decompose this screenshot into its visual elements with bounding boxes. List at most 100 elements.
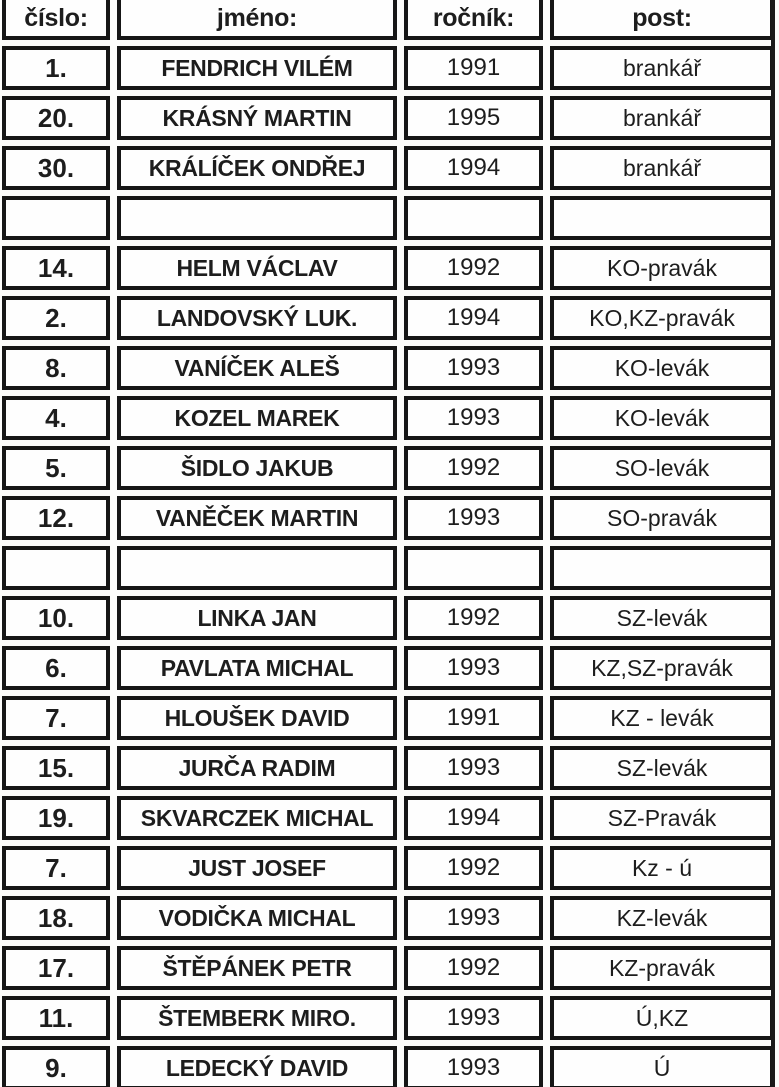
table-row <box>2 196 774 240</box>
cell-rocnik <box>404 546 543 590</box>
cell-cislo: 19. <box>2 796 110 840</box>
cell-jmeno: JUST JOSEF <box>117 846 397 890</box>
cell-rocnik: 1993 <box>404 746 543 790</box>
cell-jmeno: VANÍČEK ALEŠ <box>117 346 397 390</box>
cell-cislo: 12. <box>2 496 110 540</box>
header-row: číslo: jméno: ročník: post: <box>2 0 774 40</box>
cell-jmeno: KRÁLÍČEK ONDŘEJ <box>117 146 397 190</box>
cell-post: SO-pravák <box>550 496 774 540</box>
cell-jmeno: ŠTĚPÁNEK PETR <box>117 946 397 990</box>
cell-post <box>550 546 774 590</box>
cell-post: Ú,KZ <box>550 996 774 1040</box>
cell-jmeno: HLOUŠEK DAVID <box>117 696 397 740</box>
cell-rocnik: 1991 <box>404 696 543 740</box>
header-cell-jmeno: jméno: <box>117 0 397 40</box>
cell-post: KO-levák <box>550 346 774 390</box>
cell-rocnik: 1993 <box>404 396 543 440</box>
cell-post: SZ-levák <box>550 746 774 790</box>
cell-jmeno: LANDOVSKÝ LUK. <box>117 296 397 340</box>
cell-rocnik: 1993 <box>404 346 543 390</box>
cell-cislo: 6. <box>2 646 110 690</box>
cell-post: KZ - levák <box>550 696 774 740</box>
table-row: 1. FENDRICH VILÉM 1991 brankář <box>2 46 774 90</box>
cell-rocnik: 1993 <box>404 1046 543 1087</box>
cell-post: SO-levák <box>550 446 774 490</box>
table-row: 7. JUST JOSEF 1992 Kz - ú <box>2 846 774 890</box>
table-row: 7. HLOUŠEK DAVID 1991 KZ - levák <box>2 696 774 740</box>
cell-jmeno: KRÁSNÝ MARTIN <box>117 96 397 140</box>
cell-post: KO,KZ-pravák <box>550 296 774 340</box>
cell-jmeno: JURČA RADIM <box>117 746 397 790</box>
table-row: 20. KRÁSNÝ MARTIN 1995 brankář <box>2 96 774 140</box>
cell-post: brankář <box>550 96 774 140</box>
cell-post: KO-levák <box>550 396 774 440</box>
header-cell-post: post: <box>550 0 774 40</box>
cell-jmeno: ŠIDLO JAKUB <box>117 446 397 490</box>
cell-cislo: 11. <box>2 996 110 1040</box>
cell-rocnik: 1993 <box>404 646 543 690</box>
cell-post: KZ-levák <box>550 896 774 940</box>
cell-rocnik: 1992 <box>404 946 543 990</box>
cell-cislo: 5. <box>2 446 110 490</box>
table-row: 8. VANÍČEK ALEŠ 1993 KO-levák <box>2 346 774 390</box>
header-cell-cislo: číslo: <box>2 0 110 40</box>
cell-post: SZ-Pravák <box>550 796 774 840</box>
table-row: 5. ŠIDLO JAKUB 1992 SO-levák <box>2 446 774 490</box>
cell-rocnik: 1992 <box>404 846 543 890</box>
cell-jmeno: VANĚČEK MARTIN <box>117 496 397 540</box>
cell-cislo: 15. <box>2 746 110 790</box>
cell-jmeno <box>117 546 397 590</box>
cell-cislo <box>2 546 110 590</box>
table-row: 10. LINKA JAN 1992 SZ-levák <box>2 596 774 640</box>
cell-post: brankář <box>550 46 774 90</box>
scan-edge-line <box>771 0 775 1087</box>
cell-rocnik <box>404 196 543 240</box>
cell-cislo: 17. <box>2 946 110 990</box>
table-row: 19. SKVARCZEK MICHAL 1994 SZ-Pravák <box>2 796 774 840</box>
table-row: 4. KOZEL MAREK 1993 KO-levák <box>2 396 774 440</box>
cell-rocnik: 1993 <box>404 496 543 540</box>
cell-post <box>550 196 774 240</box>
cell-post: KZ,SZ-pravák <box>550 646 774 690</box>
header-cell-rocnik: ročník: <box>404 0 543 40</box>
cell-rocnik: 1994 <box>404 296 543 340</box>
cell-cislo: 20. <box>2 96 110 140</box>
cell-post: SZ-levák <box>550 596 774 640</box>
cell-jmeno: SKVARCZEK MICHAL <box>117 796 397 840</box>
cell-jmeno <box>117 196 397 240</box>
cell-cislo: 9. <box>2 1046 110 1087</box>
cell-rocnik: 1991 <box>404 46 543 90</box>
table-row: 6. PAVLATA MICHAL 1993 KZ,SZ-pravák <box>2 646 774 690</box>
cell-cislo: 30. <box>2 146 110 190</box>
roster-body: 1. FENDRICH VILÉM 1991 brankář 20. KRÁSNÝ MAR… <box>2 46 774 1087</box>
cell-jmeno: FENDRICH VILÉM <box>117 46 397 90</box>
cell-rocnik: 1993 <box>404 996 543 1040</box>
cell-cislo: 7. <box>2 846 110 890</box>
cell-rocnik: 1995 <box>404 96 543 140</box>
cell-jmeno: ŠTEMBERK MIRO. <box>117 996 397 1040</box>
table-row: 18. VODIČKA MICHAL 1993 KZ-levák <box>2 896 774 940</box>
cell-rocnik: 1992 <box>404 596 543 640</box>
cell-jmeno: LINKA JAN <box>117 596 397 640</box>
table-row: 15. JURČA RADIM 1993 SZ-levák <box>2 746 774 790</box>
cell-rocnik: 1994 <box>404 146 543 190</box>
cell-cislo: 1. <box>2 46 110 90</box>
cell-cislo: 14. <box>2 246 110 290</box>
table-row: 9. LEDECKÝ DAVID 1993 Ú <box>2 1046 774 1087</box>
cell-jmeno: VODIČKA MICHAL <box>117 896 397 940</box>
cell-post: brankář <box>550 146 774 190</box>
cell-jmeno: PAVLATA MICHAL <box>117 646 397 690</box>
cell-post: KO-pravák <box>550 246 774 290</box>
cell-cislo: 2. <box>2 296 110 340</box>
table-row: 30. KRÁLÍČEK ONDŘEJ 1994 brankář <box>2 146 774 190</box>
cell-cislo: 18. <box>2 896 110 940</box>
cell-jmeno: LEDECKÝ DAVID <box>117 1046 397 1087</box>
cell-jmeno: KOZEL MAREK <box>117 396 397 440</box>
cell-post: Ú <box>550 1046 774 1087</box>
cell-cislo: 4. <box>2 396 110 440</box>
cell-rocnik: 1994 <box>404 796 543 840</box>
cell-post: KZ-pravák <box>550 946 774 990</box>
table-row: 11. ŠTEMBERK MIRO. 1993 Ú,KZ <box>2 996 774 1040</box>
